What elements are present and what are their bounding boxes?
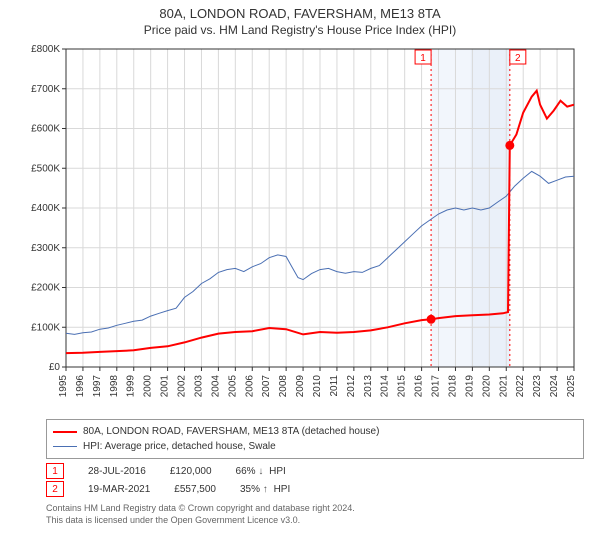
svg-text:2010: 2010 xyxy=(312,375,323,398)
svg-text:2002: 2002 xyxy=(177,375,188,398)
svg-text:1999: 1999 xyxy=(126,375,137,398)
svg-text:2005: 2005 xyxy=(227,375,238,398)
svg-text:1997: 1997 xyxy=(92,375,103,398)
legend-item-property: 80A, LONDON ROAD, FAVERSHAM, ME13 8TA (d… xyxy=(53,424,577,439)
legend: 80A, LONDON ROAD, FAVERSHAM, ME13 8TA (d… xyxy=(46,419,584,459)
svg-text:2017: 2017 xyxy=(431,375,442,398)
svg-text:2007: 2007 xyxy=(261,375,272,398)
event-diff-2: 35% ↑ HPI xyxy=(240,484,290,495)
svg-text:£500K: £500K xyxy=(31,163,60,174)
svg-text:2012: 2012 xyxy=(346,375,357,398)
svg-text:£0: £0 xyxy=(49,362,61,373)
svg-text:2000: 2000 xyxy=(143,375,154,398)
svg-text:2006: 2006 xyxy=(244,375,255,398)
svg-text:£100K: £100K xyxy=(31,322,60,333)
events-table: 1 28-JUL-2016 £120,000 66% ↓ HPI 2 19-MA… xyxy=(46,463,584,497)
svg-text:2004: 2004 xyxy=(210,375,221,398)
legend-swatch-property xyxy=(53,431,77,433)
svg-text:2001: 2001 xyxy=(160,375,171,398)
svg-text:1996: 1996 xyxy=(75,375,86,398)
event-number-2: 2 xyxy=(46,481,64,497)
chart-container: 80A, LONDON ROAD, FAVERSHAM, ME13 8TA Pr… xyxy=(0,0,600,560)
event-diff-1: 66% ↓ HPI xyxy=(236,466,286,477)
chart-plot: £0 £100K £200K £300K £400K £500K £600K £700K £80… xyxy=(20,43,580,413)
chart-title: 80A, LONDON ROAD, FAVERSHAM, ME13 8TA xyxy=(8,6,592,21)
svg-text:2011: 2011 xyxy=(329,375,340,397)
svg-text:£800K: £800K xyxy=(31,44,60,55)
svg-text:£300K: £300K xyxy=(31,243,60,254)
svg-text:2009: 2009 xyxy=(295,375,306,398)
arrow-up-icon: ↑ xyxy=(263,484,271,495)
svg-text:2015: 2015 xyxy=(397,375,408,398)
svg-text:2014: 2014 xyxy=(380,375,391,398)
footer-line-1: Contains HM Land Registry data © Crown c… xyxy=(46,503,584,515)
footer-line-2: This data is licensed under the Open Gov… xyxy=(46,515,584,527)
chart-subtitle: Price paid vs. HM Land Registry's House … xyxy=(8,23,592,37)
legend-swatch-hpi xyxy=(53,446,77,447)
svg-text:£700K: £700K xyxy=(31,84,60,95)
svg-text:2008: 2008 xyxy=(278,375,289,398)
svg-text:2003: 2003 xyxy=(193,375,204,398)
svg-text:1: 1 xyxy=(420,53,426,64)
svg-text:2: 2 xyxy=(515,53,521,64)
footer-attribution: Contains HM Land Registry data © Crown c… xyxy=(46,503,584,526)
svg-text:1998: 1998 xyxy=(109,375,120,398)
svg-text:2025: 2025 xyxy=(566,375,577,398)
svg-text:£600K: £600K xyxy=(31,124,60,135)
svg-text:2016: 2016 xyxy=(414,375,425,398)
chart-svg: £0 £100K £200K £300K £400K £500K £600K £700K £80… xyxy=(20,43,580,413)
event-row-2: 2 19-MAR-2021 £557,500 35% ↑ HPI xyxy=(46,481,584,497)
svg-text:2023: 2023 xyxy=(532,375,543,398)
event-price-1: £120,000 xyxy=(170,466,212,477)
svg-text:2020: 2020 xyxy=(481,375,492,398)
svg-text:2021: 2021 xyxy=(498,375,509,398)
legend-item-hpi: HPI: Average price, detached house, Swal… xyxy=(53,439,577,454)
svg-text:£200K: £200K xyxy=(31,283,60,294)
event-date-2: 19-MAR-2021 xyxy=(88,484,150,495)
svg-text:2024: 2024 xyxy=(549,375,560,398)
svg-text:2018: 2018 xyxy=(447,375,458,398)
svg-text:2022: 2022 xyxy=(515,375,526,398)
arrow-down-icon: ↓ xyxy=(258,466,266,477)
svg-text:2013: 2013 xyxy=(363,375,374,398)
svg-text:2019: 2019 xyxy=(464,375,475,398)
event-price-2: £557,500 xyxy=(174,484,216,495)
event-date-1: 28-JUL-2016 xyxy=(88,466,146,477)
event-row-1: 1 28-JUL-2016 £120,000 66% ↓ HPI xyxy=(46,463,584,479)
svg-text:£400K: £400K xyxy=(31,203,60,214)
legend-label-property: 80A, LONDON ROAD, FAVERSHAM, ME13 8TA (d… xyxy=(83,424,379,439)
svg-text:1995: 1995 xyxy=(58,375,69,398)
legend-label-hpi: HPI: Average price, detached house, Swal… xyxy=(83,439,276,454)
event-number-1: 1 xyxy=(46,463,64,479)
